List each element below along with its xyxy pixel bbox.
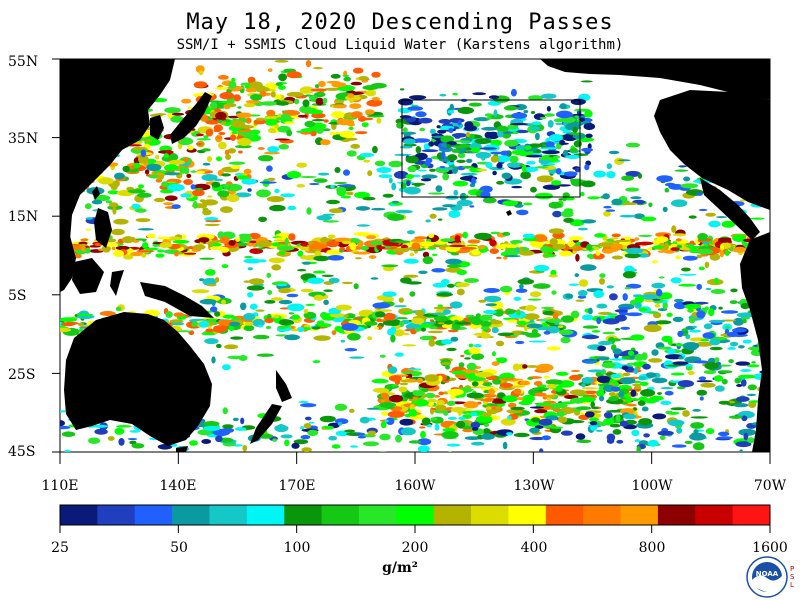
lon-label-110e: 110E bbox=[41, 478, 79, 494]
colorbar-swatch bbox=[545, 505, 584, 525]
colorbar-swatch bbox=[396, 505, 435, 525]
colorbar-swatch bbox=[172, 505, 210, 525]
land-asia-mainland bbox=[60, 59, 175, 258]
lon-label-170e: 170E bbox=[278, 478, 316, 494]
colorbar-swatch bbox=[358, 505, 397, 525]
colorbar-swatch bbox=[209, 505, 248, 525]
landmasses bbox=[60, 59, 770, 452]
lat-label-25s: 25S bbox=[8, 367, 36, 383]
colorbar-swatch bbox=[134, 505, 173, 525]
land-indochina bbox=[60, 236, 76, 292]
lat-label-45s: 45S bbox=[8, 444, 36, 460]
colorbar-swatch bbox=[97, 505, 136, 525]
land-tasmania bbox=[176, 446, 188, 452]
lon-label-70w: 70W bbox=[753, 478, 787, 494]
land-philippines bbox=[94, 208, 112, 248]
land-central-america bbox=[700, 178, 760, 240]
cloud-liquid-water-field bbox=[60, 60, 770, 452]
colorbar-swatch bbox=[60, 505, 98, 525]
colorbar-label-400: 400 bbox=[520, 540, 548, 556]
colorbar-label-800: 800 bbox=[638, 540, 666, 556]
colorbar-swatch bbox=[246, 505, 285, 525]
colorbar-units: g/m² bbox=[382, 560, 418, 576]
colorbar-swatch bbox=[284, 505, 323, 525]
colorbar-swatch bbox=[471, 505, 509, 525]
lat-label-15n: 15N bbox=[8, 209, 39, 225]
land-alaska bbox=[540, 59, 770, 100]
colorbar-swatch bbox=[583, 505, 622, 525]
svg-text:NOAA: NOAA bbox=[756, 570, 779, 578]
land-sulawesi bbox=[110, 270, 124, 296]
noaa-logo: NOAA bbox=[746, 556, 788, 598]
lat-label-55n: 55N bbox=[8, 54, 39, 70]
colorbar-swatch bbox=[321, 505, 360, 525]
land-australia bbox=[64, 312, 212, 446]
lon-label-130w: 130W bbox=[513, 478, 555, 494]
land-taiwan bbox=[92, 186, 100, 200]
land-new-zealand-north bbox=[276, 370, 292, 402]
land-north-america bbox=[654, 90, 770, 210]
colorbar-swatch bbox=[620, 505, 659, 525]
lon-label-160w: 160W bbox=[394, 478, 436, 494]
lat-label-35n: 35N bbox=[8, 131, 39, 147]
colorbar-swatch bbox=[508, 505, 547, 525]
land-new-guinea bbox=[140, 282, 214, 318]
longitude-ticks bbox=[59, 452, 771, 464]
colorbar-label-50: 50 bbox=[170, 540, 188, 556]
colorbar-swatch bbox=[657, 505, 696, 525]
land-korea bbox=[150, 115, 164, 140]
lat-label-5s: 5S bbox=[8, 288, 27, 304]
lon-label-140e: 140E bbox=[159, 478, 197, 494]
colorbar-swatch bbox=[695, 505, 734, 525]
map-title: May 18, 2020 Descending Passes bbox=[186, 10, 614, 35]
latitude-ticks bbox=[52, 58, 60, 453]
colorbar-swatch bbox=[732, 505, 771, 525]
land-south-america bbox=[740, 232, 770, 452]
colorbar-label-100: 100 bbox=[283, 540, 311, 556]
land-new-zealand-south bbox=[250, 404, 282, 444]
region-highlight-box bbox=[401, 99, 581, 198]
colorbar-label-1600: 1600 bbox=[752, 540, 788, 556]
colorbar-label-25: 25 bbox=[51, 540, 69, 556]
colorbar-swatch bbox=[433, 505, 472, 525]
colorbar-label-200: 200 bbox=[401, 540, 429, 556]
land-japan bbox=[170, 92, 212, 144]
land-borneo bbox=[72, 258, 104, 294]
land-hawaii bbox=[506, 210, 512, 216]
colorbar bbox=[59, 504, 771, 533]
lon-label-100w: 100W bbox=[631, 478, 673, 494]
map-subtitle: SSM/I + SSMIS Cloud Liquid Water (Karste… bbox=[176, 37, 624, 53]
